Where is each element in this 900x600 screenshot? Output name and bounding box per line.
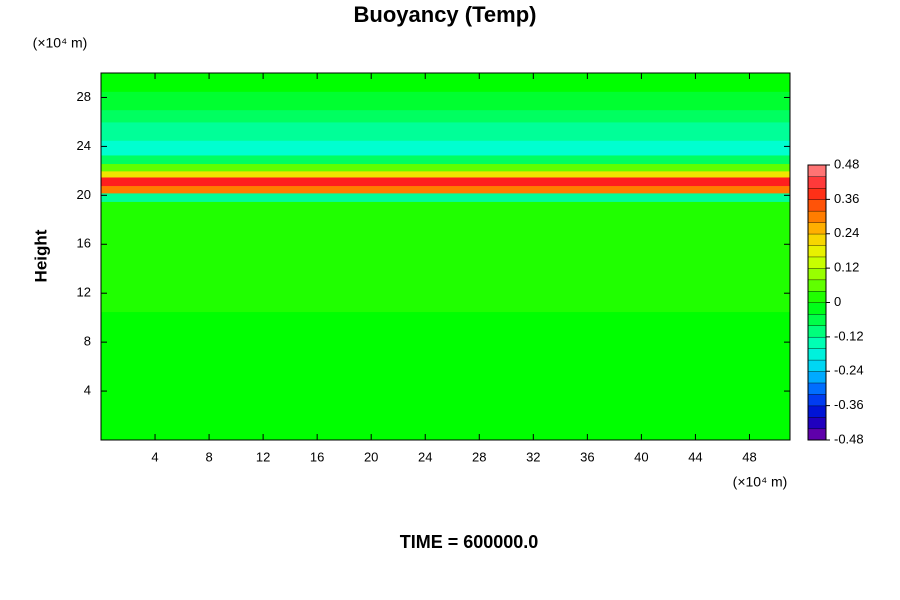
colorbar-tick-label: 0 — [834, 294, 841, 309]
colorbar-step — [807, 290, 827, 303]
x-tick-label: 40 — [634, 449, 648, 464]
colorbar-step — [807, 199, 827, 212]
x-tick-label: 12 — [256, 449, 270, 464]
y-tick-label: 16 — [77, 236, 91, 251]
field-band — [101, 140, 790, 156]
colorbar-tick-label: -0.24 — [834, 363, 864, 378]
colorbar-tick-label: -0.12 — [834, 328, 864, 343]
field-band — [101, 311, 790, 441]
colorbar-tick-label: 0.24 — [834, 225, 859, 240]
colorbar-tick-label: 0.12 — [834, 260, 859, 275]
field-band — [101, 170, 790, 178]
y-unit: (×10⁴ m) — [33, 35, 88, 51]
colorbar-step — [807, 359, 827, 372]
y-tick-label: 4 — [84, 383, 91, 398]
y-tick-label: 8 — [84, 334, 91, 349]
field-band — [101, 192, 790, 202]
field-band — [101, 232, 790, 313]
x-tick-label: 44 — [688, 449, 702, 464]
field-band — [101, 91, 790, 111]
field-band — [101, 154, 790, 165]
colorbar-step — [807, 371, 827, 384]
field-band — [101, 163, 790, 172]
x-tick-label: 16 — [310, 449, 324, 464]
colorbar-tick-label: 0.48 — [834, 156, 859, 171]
y-tick-label: 24 — [77, 138, 91, 153]
chart-title: Buoyancy (Temp) — [354, 2, 537, 27]
colorbar-step — [807, 279, 827, 292]
x-tick-label: 28 — [472, 449, 486, 464]
y-axis-label: Height — [31, 229, 50, 282]
time-label: TIME = 600000.0 — [400, 532, 539, 552]
field-band — [101, 73, 790, 92]
x-tick-label: 8 — [205, 449, 212, 464]
field-band — [101, 176, 790, 187]
colorbar-step — [807, 313, 827, 326]
colorbar-step — [807, 348, 827, 361]
x-unit: (×10⁴ m) — [733, 474, 788, 490]
x-tick-label: 32 — [526, 449, 540, 464]
field-band — [101, 121, 790, 141]
y-tick-label: 20 — [77, 187, 91, 202]
y-tick-label: 12 — [77, 285, 91, 300]
colorbar-step — [807, 245, 827, 258]
colorbar-step — [807, 336, 827, 349]
colorbar-step — [807, 256, 827, 269]
colorbar-step — [807, 187, 827, 200]
x-tick-label: 20 — [364, 449, 378, 464]
field-band — [101, 185, 790, 194]
x-tick-label: 24 — [418, 449, 432, 464]
x-tick-label: 48 — [742, 449, 756, 464]
y-tick-label: 28 — [77, 89, 91, 104]
colorbar-step — [807, 382, 827, 395]
colorbar-tick-label: -0.48 — [834, 431, 864, 446]
colorbar-step — [807, 233, 827, 246]
colorbar-step — [807, 325, 827, 338]
colorbar-tick-label: -0.36 — [834, 397, 864, 412]
plot-frame — [100, 72, 791, 441]
x-tick-label: 36 — [580, 449, 594, 464]
colorbar-step — [807, 416, 827, 430]
colorbar-tick-label: 0.36 — [834, 191, 859, 206]
colorbar-step — [807, 210, 827, 223]
colorbar-step — [807, 164, 827, 177]
colorbar-step — [807, 302, 827, 315]
colorbar-step — [807, 428, 827, 441]
colorbar-step — [807, 393, 827, 407]
x-tick-label: 4 — [151, 449, 158, 464]
colorbar-step — [807, 176, 827, 189]
colorbar-step — [807, 405, 827, 418]
field-band — [101, 201, 790, 233]
colorbar-step — [807, 267, 827, 281]
colorbar-step — [807, 222, 827, 235]
field-band — [101, 109, 790, 123]
